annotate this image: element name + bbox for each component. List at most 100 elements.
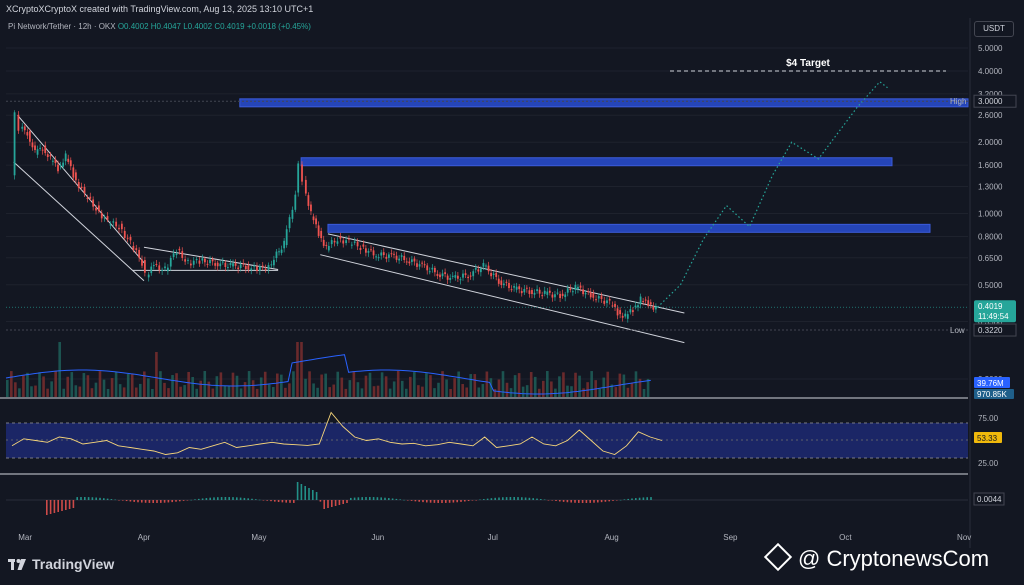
candle-body: [600, 295, 603, 299]
volume-bar: [175, 373, 178, 397]
y-tick-label: 4.0000: [978, 67, 1003, 76]
macd-histogram-bar: [566, 500, 569, 503]
descending-channel-upper: [327, 233, 685, 314]
watermark-logo: @ CryptonewsCom: [763, 542, 989, 572]
volume-bar: [78, 386, 82, 397]
volume-bar: [284, 387, 287, 397]
volume-bar: [352, 371, 356, 397]
macd-histogram-bar: [293, 500, 295, 503]
candle-body: [253, 265, 256, 267]
candle-body: [423, 264, 426, 266]
volume-bar: [517, 373, 521, 397]
candle-body: [608, 299, 611, 301]
macd-value: 0.0044: [977, 495, 1002, 504]
candle-body: [77, 181, 80, 188]
candle-body: [67, 158, 70, 162]
macd-histogram-bar: [429, 500, 432, 503]
price-chart[interactable]: $4 Target 75.00 25.00 53.33 0.0044 5.0000 4…: [0, 0, 1024, 548]
volume-bar: [626, 387, 630, 397]
macd-histogram-bar: [536, 498, 538, 500]
candle-body: [283, 240, 286, 249]
candle-body: [118, 227, 120, 230]
macd-histogram-bar: [148, 500, 151, 503]
candle-body: [624, 313, 627, 317]
volume-badge: [974, 389, 1014, 399]
candle-body: [531, 290, 533, 295]
volume-bar: [82, 373, 86, 397]
candle-body: [59, 165, 62, 167]
volume-bar: [191, 377, 194, 397]
candle-body: [304, 179, 307, 194]
candle-body: [485, 265, 487, 267]
macd-histogram-bar: [84, 497, 86, 500]
candle-body: [267, 265, 270, 270]
macd-histogram-bar: [122, 500, 124, 501]
candle-body: [181, 251, 184, 258]
volume-bar: [525, 385, 529, 397]
macd-histogram-bar: [555, 500, 557, 502]
candle-body: [112, 221, 115, 223]
candle-body: [637, 305, 639, 308]
volume-bar: [481, 384, 485, 397]
macd-histogram-bar: [467, 500, 470, 502]
macd-histogram-bar: [255, 499, 257, 500]
diamond-icon: [763, 542, 793, 572]
candle-body: [325, 244, 328, 246]
trend-channels: [13, 114, 685, 344]
candle-body: [642, 301, 645, 303]
macd-histogram-bar: [353, 497, 356, 500]
macd-histogram-bar: [76, 497, 78, 500]
last-price: 0.4019: [978, 302, 1003, 311]
volume-bar: [445, 379, 448, 397]
candle-body: [350, 244, 353, 246]
resistance-zones: [239, 98, 969, 233]
macd-histogram-bar: [308, 488, 310, 500]
volume-bar: [409, 376, 412, 397]
currency-selector[interactable]: USDT: [974, 21, 1014, 37]
volume-bar: [417, 385, 420, 397]
candle-body: [172, 253, 175, 257]
macd-histogram-bar: [160, 500, 162, 503]
candle-body: [80, 186, 83, 188]
macd-histogram-bar: [61, 500, 63, 511]
macd-histogram-bar: [509, 497, 512, 500]
candle-body: [348, 238, 350, 240]
candle-body: [17, 114, 20, 131]
volume-bar: [292, 371, 295, 397]
candle-body: [342, 240, 345, 244]
high-label: High: [950, 97, 966, 106]
candle-body: [95, 207, 97, 211]
volume-bar: [441, 371, 444, 397]
volume-bar: [207, 381, 211, 397]
candle-body: [375, 256, 378, 258]
macd-histogram-bar: [300, 484, 303, 500]
tradingview-logo[interactable]: TradingView: [8, 556, 114, 572]
macd-histogram-bar: [80, 497, 82, 500]
volume-bar: [255, 388, 259, 397]
rsi-pane: 75.00 25.00 53.33: [6, 411, 1002, 468]
symbol-legend[interactable]: Pi Network/Tether · 12h · OKX O0.4002 H0…: [8, 22, 311, 31]
countdown: 11:49:54: [978, 312, 1009, 321]
candle-body: [551, 294, 554, 298]
candle-body: [589, 292, 592, 298]
volume-bar: [497, 379, 501, 397]
candle-body: [31, 142, 34, 148]
candle-body: [227, 266, 229, 268]
candle-body: [393, 253, 395, 255]
volume-bar: [187, 371, 190, 397]
candle-body: [187, 259, 189, 261]
candle-body: [301, 164, 303, 182]
candle-body: [39, 147, 42, 149]
volume-bar: [54, 371, 57, 397]
volume-bar: [372, 386, 376, 397]
candle-body: [214, 263, 217, 266]
macd-histogram-bar: [441, 500, 443, 503]
x-tick-label: Apr: [138, 533, 151, 542]
candle-body: [520, 290, 523, 294]
resistance-zone: [239, 98, 969, 108]
descending-channel-lower: [320, 254, 685, 344]
macd-histogram-bar: [220, 497, 223, 500]
candle-body: [629, 309, 632, 313]
macd-histogram-bar: [471, 500, 474, 501]
candle-body: [204, 258, 206, 263]
